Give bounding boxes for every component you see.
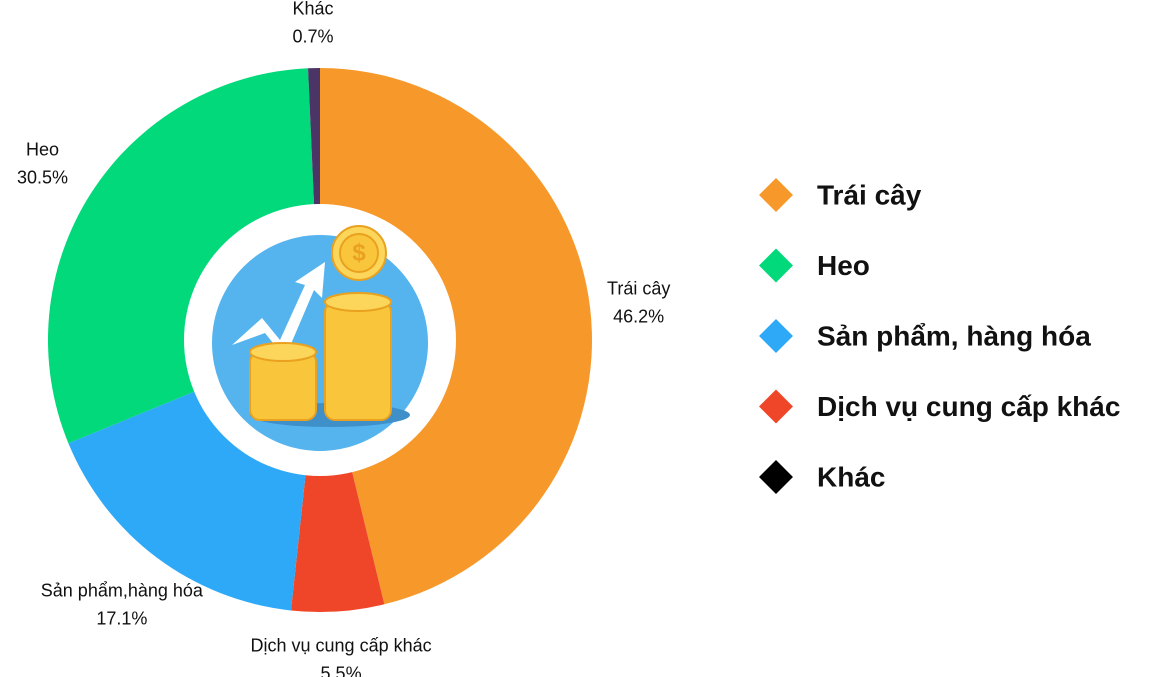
legend-marker: [759, 178, 793, 212]
legend-marker: [759, 460, 793, 494]
legend-marker: [759, 248, 793, 283]
slice-label: Sản phẩm,hàng hóa: [41, 581, 204, 601]
slice-label: Heo: [26, 139, 59, 159]
slice-label: Trái cây: [607, 279, 670, 299]
legend-marker: [759, 319, 793, 353]
svg-text:$: $: [352, 239, 366, 266]
legend-label: Sản phẩm, hàng hóa: [817, 320, 1091, 351]
slice-label: Dịch vụ cung cấp khác: [251, 636, 432, 656]
slice: [320, 68, 593, 605]
slice-value-label: 46.2%: [613, 307, 664, 327]
slice-value-label: 17.1%: [96, 609, 147, 629]
slice-value-label: 5.5%: [321, 664, 362, 677]
slice-value-label: 0.7%: [292, 26, 333, 46]
slice-value-label: 30.5%: [17, 167, 68, 187]
legend-label: Dịch vụ cung cấp khác: [817, 391, 1120, 422]
legend-label: Khác: [817, 461, 885, 492]
legend-marker: [759, 389, 793, 424]
legend-label: Heo: [817, 250, 870, 281]
legend-label: Trái cây: [817, 179, 922, 210]
slice-label: Khác: [292, 0, 333, 18]
center-icon: $: [212, 225, 428, 451]
